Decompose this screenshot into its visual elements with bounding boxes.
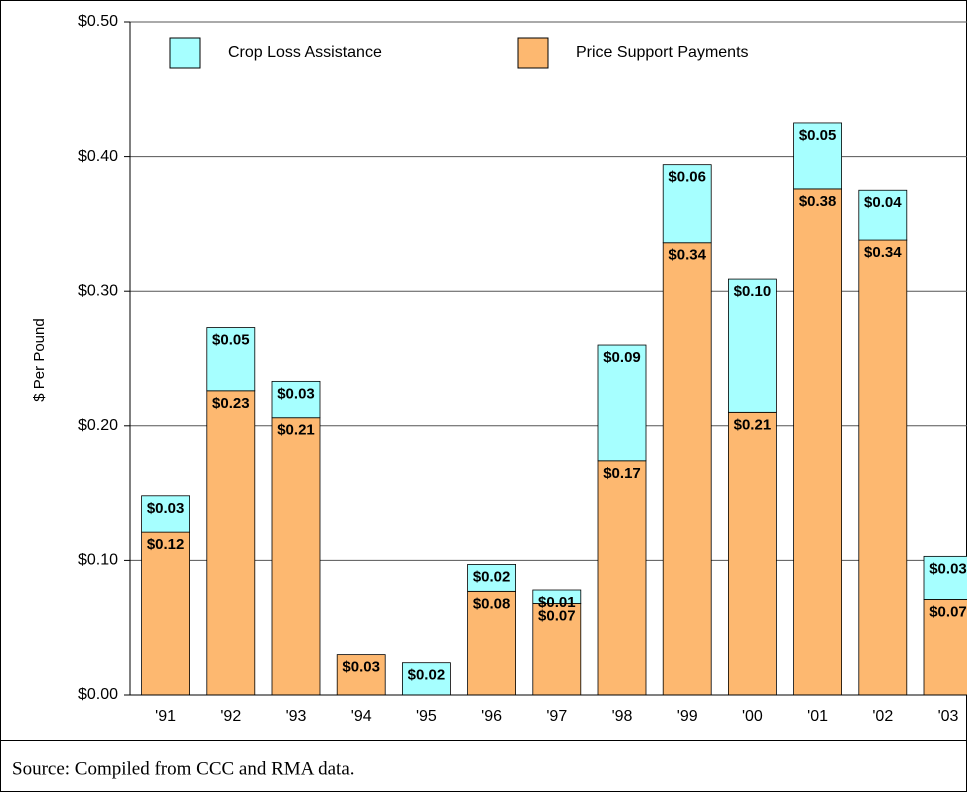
bar-segment [336, 654, 386, 696]
value-label: $0.08 [473, 595, 511, 612]
bar-segment [858, 239, 908, 696]
bar-segment [597, 344, 647, 462]
value-label: $0.38 [799, 193, 837, 210]
source: Source: Compiled from CCC and RMA data. [12, 758, 355, 779]
x-tick-label: '01 [807, 708, 828, 725]
y-tick-label: $0.20 [78, 417, 118, 434]
x-tick-label: '97 [546, 708, 567, 725]
value-label: $0.04 [864, 194, 902, 211]
value-label: $0.17 [603, 465, 641, 482]
x-tick-label: '03 [938, 708, 959, 725]
bar-segment [141, 495, 191, 533]
bar-segment [597, 460, 647, 696]
bar-segment [467, 564, 517, 592]
value-label: $0.23 [212, 395, 250, 412]
y-tick-label: $0.30 [78, 282, 118, 299]
bar-segment [271, 380, 321, 419]
value-label: $0.02 [408, 667, 446, 684]
legend-label: Crop Loss Assistance [228, 44, 382, 61]
value-label: $0.09 [603, 349, 641, 366]
bar-segment [923, 555, 967, 600]
value-label: $0.10 [734, 283, 772, 300]
bar-segment [728, 278, 777, 413]
value-label: $0.07 [538, 607, 576, 624]
bar-segment [271, 417, 321, 696]
bar-segment [141, 531, 191, 696]
value-label: $0.21 [734, 416, 772, 433]
x-tick-label: '00 [742, 708, 763, 725]
legend-swatch [169, 37, 201, 69]
bar-segment [923, 599, 967, 696]
value-label: $0.07 [929, 603, 967, 620]
y-tick-label: $0.40 [78, 148, 118, 165]
x-tick-label: '91 [155, 708, 176, 725]
bar-segment [532, 589, 582, 604]
x-tick-label: '93 [286, 708, 307, 725]
bar-segment [662, 242, 712, 696]
legend-label: Price Support Payments [576, 44, 749, 61]
bar-segment [206, 390, 256, 696]
y-tick-label: $0.00 [78, 686, 118, 703]
x-tick-label: '94 [351, 708, 372, 725]
value-label: $0.03 [342, 659, 380, 676]
value-label: $0.34 [668, 247, 706, 264]
bar-segment [206, 327, 256, 392]
value-label: $0.06 [668, 169, 706, 186]
bar-segment [858, 189, 908, 241]
x-tick-label: '92 [220, 708, 241, 725]
y-axis-label: $ Per Pound [31, 318, 48, 401]
y-tick-label: $0.10 [78, 552, 118, 569]
bar-segment [401, 662, 451, 696]
value-label: $0.34 [864, 244, 902, 261]
y-tick-label: $0.50 [78, 13, 118, 30]
value-label: $0.05 [212, 332, 250, 349]
x-tick-label: '99 [677, 708, 698, 725]
value-label: $0.01 [538, 594, 576, 611]
value-label: $0.21 [277, 422, 315, 439]
bar-segment [728, 411, 777, 696]
x-tick-label: '98 [612, 708, 633, 725]
bar-segment [793, 188, 842, 696]
x-tick-label: '96 [481, 708, 502, 725]
bar-segment [532, 603, 582, 696]
value-label: $0.03 [277, 385, 315, 402]
value-label: $0.02 [473, 568, 511, 585]
legend-swatch [517, 37, 549, 69]
x-tick-label: '02 [872, 708, 893, 725]
value-label: $0.03 [147, 500, 185, 517]
value-label: $0.12 [147, 536, 185, 553]
value-label: $0.05 [799, 127, 837, 144]
bar-segment [662, 164, 712, 244]
x-tick-label: '95 [416, 708, 437, 725]
bar-segment [793, 122, 842, 190]
value-label: $0.03 [929, 560, 967, 577]
